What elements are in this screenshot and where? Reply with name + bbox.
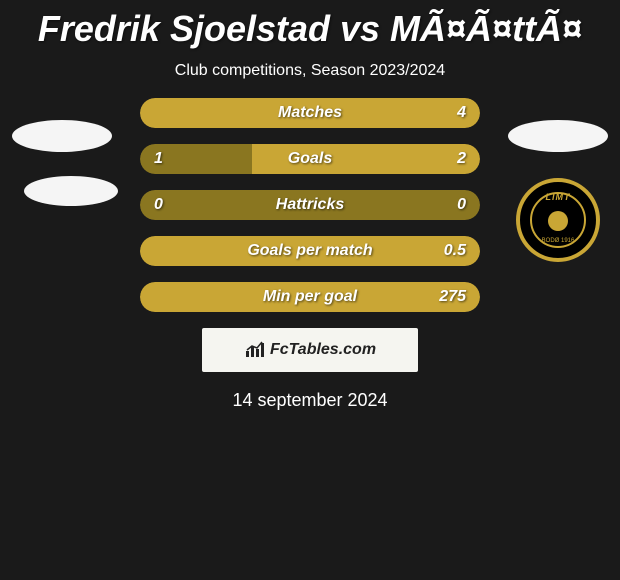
stat-value-right: 0 — [457, 196, 466, 214]
subtitle: Club competitions, Season 2023/2024 — [0, 62, 620, 80]
stat-value-right: 2 — [457, 150, 466, 168]
stat-label: Goals per match — [247, 242, 372, 260]
stat-value-right: 275 — [439, 288, 466, 306]
stat-label: Min per goal — [263, 288, 357, 306]
stat-row: 0 Hattricks 0 — [0, 190, 620, 220]
stat-row: Min per goal 275 — [0, 282, 620, 312]
fctables-label: FcTables.com — [270, 341, 376, 359]
fctables-logo-box[interactable]: FcTables.com — [202, 328, 418, 372]
stat-value-left: 0 — [154, 196, 163, 214]
stat-value-right: 4 — [457, 104, 466, 122]
stat-value-left: 1 — [154, 150, 163, 168]
stat-bar: Min per goal 275 — [140, 282, 480, 312]
stat-row: Goals per match 0.5 — [0, 236, 620, 266]
stat-bar: 0 Hattricks 0 — [140, 190, 480, 220]
stat-label: Hattricks — [276, 196, 344, 214]
page-title: Fredrik Sjoelstad vs MÃ¤Ã¤ttÃ¤ — [0, 0, 620, 50]
stats-container: Matches 4 1 Goals 2 0 Hattricks 0 Goals per matc… — [0, 98, 620, 312]
stat-row: Matches 4 — [0, 98, 620, 128]
stat-value-right: 0.5 — [444, 242, 466, 260]
chart-icon — [244, 341, 266, 359]
stat-bar: Goals per match 0.5 — [140, 236, 480, 266]
date-text: 14 september 2024 — [0, 390, 620, 411]
stat-bar: Matches 4 — [140, 98, 480, 128]
stat-bar-fill-right — [252, 144, 480, 174]
stat-row: 1 Goals 2 — [0, 144, 620, 174]
stat-label: Goals — [288, 150, 332, 168]
stat-bar: 1 Goals 2 — [140, 144, 480, 174]
stat-label: Matches — [278, 104, 342, 122]
